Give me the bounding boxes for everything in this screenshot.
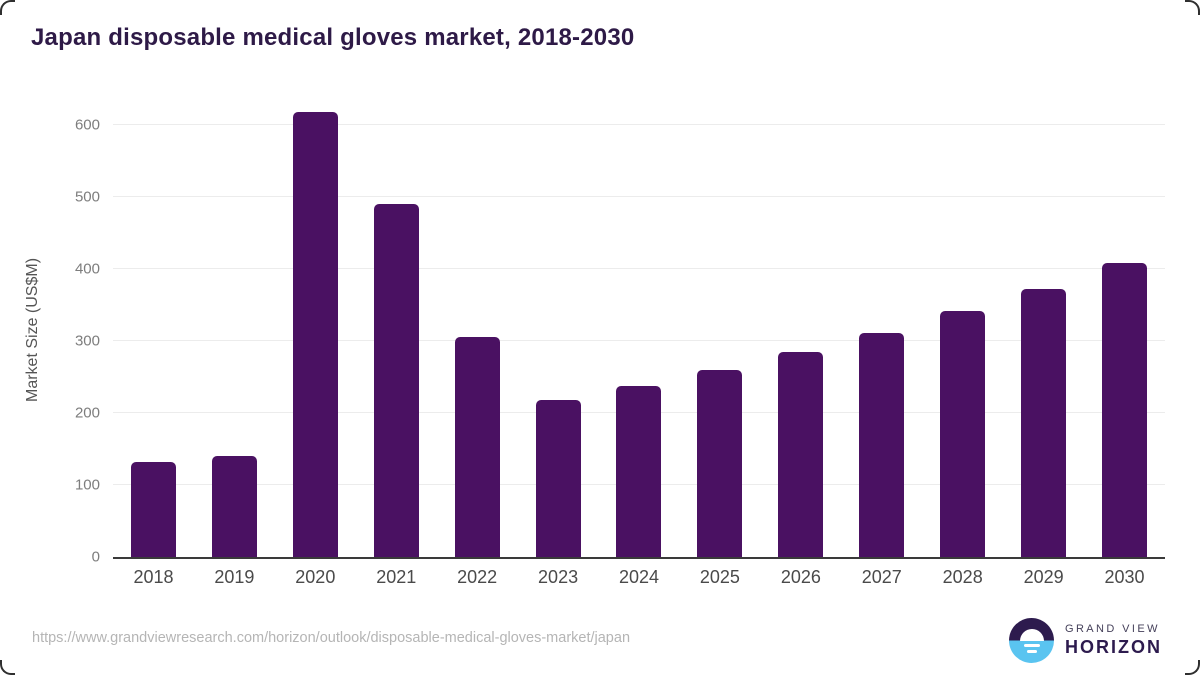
bars-row <box>113 103 1165 557</box>
gridline <box>113 339 1165 341</box>
y-tick-label-300: 300 <box>74 332 100 350</box>
x-label-2020: 2020 <box>295 567 336 587</box>
x-label-2022: 2022 <box>457 567 498 587</box>
x-label-2028: 2028 <box>942 567 983 587</box>
y-tick-label-0: 0 <box>91 548 100 566</box>
gridline <box>113 195 1165 197</box>
bar-slot <box>194 103 275 557</box>
x-label-2024: 2024 <box>618 567 660 587</box>
x-label-2021: 2021 <box>376 567 417 587</box>
x-label-2026: 2026 <box>780 567 821 587</box>
bar-slot <box>437 103 518 557</box>
bar-slot <box>760 103 841 557</box>
logo-brand-name: GRAND VIEW <box>1065 623 1160 635</box>
x-label-2029: 2029 <box>1023 567 1064 587</box>
horizon-sunrise-icon <box>1009 618 1054 663</box>
x-label-2023: 2023 <box>538 567 579 587</box>
bar-2026[interactable] <box>778 351 824 557</box>
bar-slot <box>1003 103 1084 557</box>
x-label-2018: 2018 <box>133 567 174 587</box>
x-label-2027: 2027 <box>861 567 902 587</box>
bar-2019[interactable] <box>211 456 257 557</box>
bar-2018[interactable] <box>130 461 176 557</box>
bar-slot <box>356 103 437 557</box>
bar-2029[interactable] <box>1021 288 1067 557</box>
y-tick-label-600: 600 <box>74 116 100 134</box>
corner-border-bottom-left <box>0 660 15 675</box>
y-tick-label-100: 100 <box>74 476 100 494</box>
bar-2020[interactable] <box>292 112 338 557</box>
bar-2030[interactable] <box>1102 262 1148 557</box>
bar-2021[interactable] <box>373 203 419 557</box>
gridline <box>113 267 1165 269</box>
bar-slot <box>275 103 356 557</box>
bar-slot <box>679 103 760 557</box>
bar-slot <box>113 103 194 557</box>
corner-border-top-right <box>1185 0 1200 15</box>
bar-slot <box>518 103 599 557</box>
gridline <box>113 123 1165 125</box>
bar-slot <box>599 103 680 557</box>
x-label-2025: 2025 <box>699 567 740 587</box>
corner-border-top-left <box>0 0 15 15</box>
y-tick-label-200: 200 <box>74 404 100 422</box>
bar-slot <box>922 103 1003 557</box>
sun-icon <box>1019 629 1044 641</box>
y-tick-label-400: 400 <box>74 260 100 278</box>
bar-2023[interactable] <box>535 399 581 557</box>
x-label-2030: 2030 <box>1104 567 1145 587</box>
bar-2022[interactable] <box>454 337 500 557</box>
bar-slot <box>841 103 922 557</box>
y-tick-label-500: 500 <box>74 188 100 206</box>
bar-slot <box>1084 103 1165 557</box>
plot-area <box>113 103 1165 559</box>
logo-product-name: HORIZON <box>1065 637 1162 657</box>
logo-text: GRAND VIEW HORIZON <box>1065 623 1162 658</box>
bar-2024[interactable] <box>616 386 662 557</box>
x-axis-labels: 2018 2019 2020 2021 2022 2023 2024 2025 2026 2027… <box>113 567 1165 588</box>
corner-border-bottom-right <box>1185 660 1200 675</box>
sun-reflection-line <box>1023 644 1040 647</box>
grandview-horizon-logo: GRAND VIEW HORIZON <box>1009 618 1162 663</box>
bar-2025[interactable] <box>697 370 743 557</box>
page-title: Japan disposable medical gloves market, … <box>31 24 635 51</box>
x-label-2019: 2019 <box>214 567 255 587</box>
source-url: https://www.grandviewresearch.com/horizo… <box>32 630 631 646</box>
bar-2027[interactable] <box>859 332 905 557</box>
bar-2028[interactable] <box>940 311 986 557</box>
sun-reflection-line <box>1026 650 1037 653</box>
y-axis-ticks: 0 100 200 300 400 500 600 <box>0 103 100 565</box>
